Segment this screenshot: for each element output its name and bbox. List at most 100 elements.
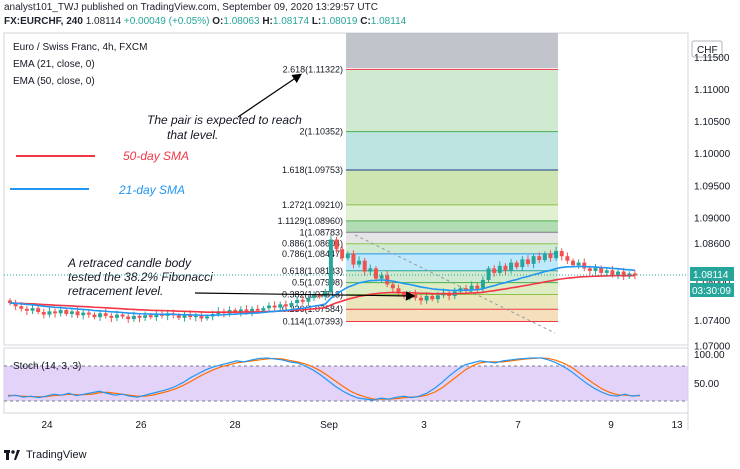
footer-brand: TradingView <box>26 449 87 461</box>
candle-body <box>571 260 575 266</box>
candle-body <box>317 294 322 297</box>
candle-body <box>587 268 592 271</box>
fib-zone <box>346 220 558 233</box>
candle-body <box>19 306 24 309</box>
candle-body <box>334 239 339 250</box>
candle-body <box>582 262 587 269</box>
candle-body <box>486 268 491 280</box>
currency-badge-label: CHF <box>697 45 718 56</box>
candle-body <box>36 308 41 313</box>
fib-level-label: 1.1129(1.08960) <box>278 216 343 226</box>
price-axis-ticks: 1.070001.074001.080001.086001.090001.095… <box>694 53 731 353</box>
candle-body <box>362 260 367 272</box>
footer: TradingView <box>4 445 87 465</box>
candle-body <box>86 312 91 315</box>
ema-50-line <box>9 274 635 314</box>
candle-body <box>306 297 311 302</box>
stoch-band <box>4 366 688 401</box>
candle-body <box>131 315 136 320</box>
fib-zone <box>346 270 558 283</box>
arrow-to-fib-level <box>194 291 416 301</box>
candle-body <box>520 259 525 268</box>
candle-body <box>8 300 12 304</box>
candle-body <box>188 314 193 318</box>
fib-level-label: 1.618(1.09753) <box>282 165 343 175</box>
candle-body <box>373 268 378 279</box>
time-tick-label: 26 <box>135 420 147 431</box>
fib-top-grey-zone <box>346 33 558 68</box>
price-tick-label: 1.09000 <box>694 213 731 224</box>
close-label: C: <box>360 16 371 27</box>
candle-body <box>548 253 553 259</box>
candle-body <box>599 267 604 273</box>
candle-body <box>610 270 615 275</box>
candle-body <box>402 293 407 297</box>
candle-body <box>565 256 570 261</box>
candle-body <box>154 313 159 318</box>
candle-body <box>205 316 210 319</box>
low-label: L: <box>311 16 322 27</box>
fib-level-label: 2(1.10352) <box>299 127 343 137</box>
candle-body <box>289 303 294 307</box>
candle-body <box>492 268 497 273</box>
candle-body <box>537 256 542 261</box>
candle-body <box>554 251 559 259</box>
candle-body <box>497 265 502 273</box>
price-tick-label: 1.10000 <box>694 149 731 160</box>
candle-body <box>413 294 418 298</box>
fib-trend-line <box>354 234 556 334</box>
candle-body <box>430 295 435 300</box>
note-top-line1: The pair is expected to reach <box>147 113 302 127</box>
fib-zone <box>346 294 558 310</box>
open-value: 1.08063 <box>223 16 260 27</box>
candle-body <box>103 313 108 316</box>
candle-body <box>357 260 362 265</box>
candle-body <box>604 270 609 273</box>
candle-body <box>238 309 243 313</box>
candle-body <box>345 253 350 259</box>
legend-ema21: EMA (21, close, 0) <box>13 59 95 70</box>
stoch-label: Stoch (14, 3, 3) <box>13 361 81 372</box>
candle-body <box>193 315 198 318</box>
candle-body <box>390 284 395 289</box>
last-price-tag-value: 1.08114 <box>693 270 729 281</box>
price-tick-label: 1.08600 <box>694 239 731 250</box>
note-left-line3: retracement level. <box>68 284 163 298</box>
high-value: 1.08174 <box>272 16 310 27</box>
candle-body <box>176 315 181 318</box>
sma21-label: 21-day SMA <box>118 183 185 197</box>
price-tick-label: 1.09500 <box>694 181 731 192</box>
currency-badge[interactable] <box>691 40 723 58</box>
fib-level-label: 0.886(1.08604) <box>282 239 343 249</box>
candle-body <box>114 314 119 318</box>
symbol-quote-line: FX:EURCHF, 240 1.08114 +0.00049 (+0.05%)… <box>4 16 740 27</box>
price-tick-label: 1.11500 <box>694 53 730 64</box>
candle-body <box>143 315 148 318</box>
candle-body <box>283 304 288 307</box>
time-tick-label: Sep <box>320 420 338 431</box>
price-tick-label: 1.10500 <box>694 117 731 128</box>
candle-body <box>480 279 485 289</box>
fib-level-label: 0.786(1.08447) <box>282 249 343 259</box>
candle-body <box>272 305 277 308</box>
candle-body <box>464 288 469 291</box>
candle-body <box>261 308 266 311</box>
candle-body <box>531 256 536 264</box>
time-tick-label: 24 <box>41 420 53 431</box>
candle-body <box>576 262 581 266</box>
candle-body <box>351 253 356 265</box>
candle-body <box>24 308 29 311</box>
candle-body <box>542 253 547 261</box>
ema-21-line <box>9 265 636 317</box>
candle-body <box>47 311 52 315</box>
fibonacci-zones <box>346 69 558 322</box>
candle-body <box>126 316 131 320</box>
fib-level-label: 0.5(1.07998) <box>292 278 343 288</box>
candle-body <box>424 295 429 301</box>
candle-body <box>514 262 519 268</box>
time-tick-label: 7 <box>515 420 521 431</box>
price-tick-label: 1.07400 <box>694 316 731 327</box>
fib-level-label: 2.618(1.11322) <box>283 64 343 74</box>
last-price-tag <box>690 267 734 281</box>
